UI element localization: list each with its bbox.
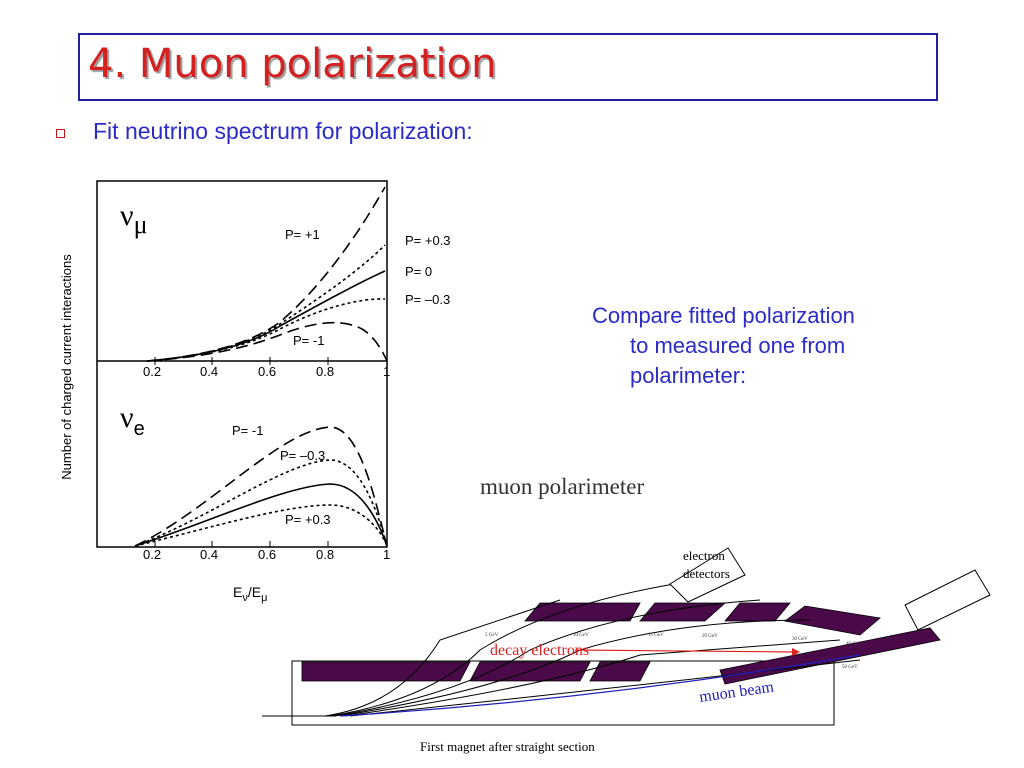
electron-detectors-line2: detectors	[683, 566, 730, 581]
nue-label-p-plus03: P= +0.3	[285, 512, 331, 527]
numu-curve-p-plus03	[146, 244, 386, 362]
tick-label: 0.2	[143, 547, 161, 562]
svg-text:5 GeV: 5 GeV	[485, 633, 499, 638]
decay-electrons-label: decay electrons	[490, 642, 589, 659]
svg-text:10 GeV: 10 GeV	[573, 633, 589, 638]
numu-curve-p-minus03	[146, 298, 386, 362]
plot-frame	[96, 180, 388, 548]
numu-label-p-minus1: P= -1	[293, 333, 324, 348]
nue-label-p-minus03: P= –0.3	[280, 448, 325, 463]
bullet-text: Fit neutrino spectrum for polarization:	[93, 118, 473, 144]
numu-curve-p-minus1	[146, 321, 388, 362]
svg-text:20 GeV: 20 GeV	[702, 634, 718, 639]
muon-beam-line	[339, 654, 861, 717]
tick-label: 0.6	[258, 547, 276, 562]
decay-electrons-line	[574, 649, 796, 653]
top-panel-curves	[146, 186, 388, 362]
title-box: 4. Muon polarization	[78, 33, 938, 101]
tick-label: 0.4	[200, 547, 218, 562]
tick-label: 0.8	[316, 364, 334, 379]
muon-beam-label: muon beam	[698, 679, 775, 706]
bottom-tick-labels: 0.2 0.4 0.6 0.8 1	[143, 547, 390, 562]
numu-curve-p-zero	[146, 270, 386, 362]
tick-label: 1	[383, 364, 390, 379]
tick-label: 0.8	[316, 547, 334, 562]
compare-text: Compare fitted polarization to measured …	[592, 301, 855, 391]
page-title: 4. Muon polarization	[88, 41, 497, 87]
electron-detectors-line1: electron	[683, 548, 725, 563]
polarimeter-title: muon polarimeter	[480, 474, 644, 499]
x-axis-label: Eν/Eμ	[233, 584, 267, 604]
nue-symbol: νe	[120, 401, 145, 440]
svg-text:40 GeV: 40 GeV	[846, 642, 862, 647]
nue-curve-p-zero	[134, 483, 388, 547]
y-axis-label: Number of charged current interactions	[59, 254, 74, 480]
bullet-square-icon	[56, 129, 65, 138]
tick-label: 0.2	[143, 364, 161, 379]
polarimeter-diagram: muon polarimeter electron detectors	[262, 474, 991, 754]
nue-curve-p-plus03	[134, 504, 388, 547]
svg-text:30 GeV: 30 GeV	[792, 637, 808, 642]
svg-text:50 GeV: 50 GeV	[842, 665, 858, 670]
tick-label: 1	[383, 547, 390, 562]
spectrum-plot: 0.2 0.4 0.6 0.8 1 0.2 0.4 0.6 0.8 1 Numb…	[59, 180, 451, 604]
numu-label-p-plus03: P= +0.3	[405, 233, 451, 248]
compare-line-1: Compare fitted polarization	[592, 303, 855, 328]
tick-label: 0.6	[258, 364, 276, 379]
svg-text:15 GeV: 15 GeV	[648, 633, 664, 638]
bottom-panel-curves	[134, 426, 388, 547]
numu-label-p-zero: P= 0	[405, 264, 432, 279]
tick-label: 0.4	[200, 364, 218, 379]
tick-marks	[154, 357, 329, 547]
electron-trajectories	[324, 579, 861, 717]
magnet-blocks	[301, 602, 941, 685]
nue-curve-p-minus03	[134, 459, 388, 547]
numu-label-p-plus1: P= +1	[285, 227, 320, 242]
polarimeter-caption: First magnet after straight section	[420, 739, 595, 754]
nue-label-p-minus1: P= -1	[232, 423, 263, 438]
beam-detector-box	[904, 569, 991, 631]
energy-labels: 5 GeV 10 GeV 15 GeV 20 GeV 30 GeV 40 GeV…	[485, 633, 862, 670]
first-magnet-outline	[291, 660, 835, 726]
top-tick-labels: 0.2 0.4 0.6 0.8 1	[143, 364, 390, 379]
decay-arrow-icon	[792, 648, 800, 656]
electron-detector-box	[669, 547, 746, 603]
compare-line-2: to measured one from	[630, 333, 846, 358]
compare-line-3: polarimeter:	[630, 363, 747, 388]
numu-symbol: νμ	[120, 199, 148, 239]
numu-label-p-minus03: P= –0.3	[405, 292, 450, 307]
nue-curve-p-minus1	[134, 426, 388, 547]
